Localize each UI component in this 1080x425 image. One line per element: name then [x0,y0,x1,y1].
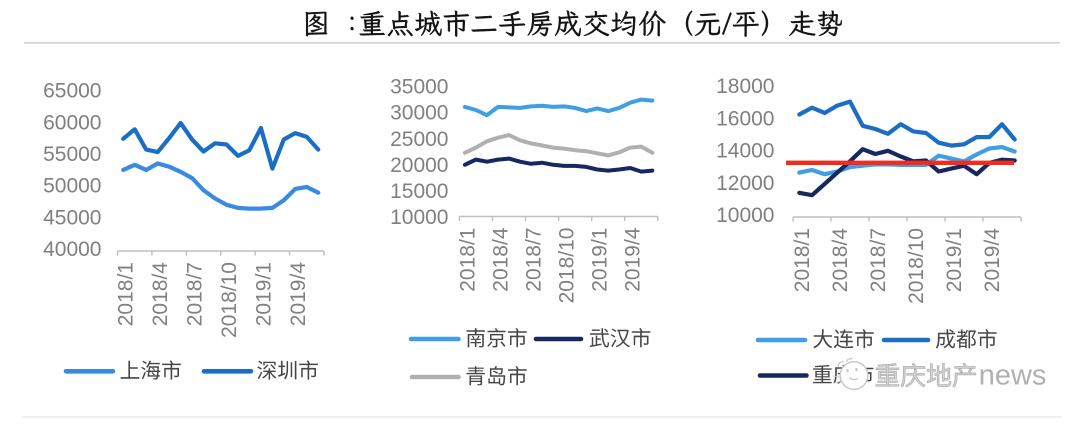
svg-text:25000: 25000 [390,128,448,151]
svg-text:2019/4: 2019/4 [622,227,645,292]
svg-text:2019/4: 2019/4 [287,262,310,327]
svg-text:35000: 35000 [390,76,448,99]
svg-text:40000: 40000 [43,238,101,261]
svg-text:2018/7: 2018/7 [184,262,207,326]
svg-text:2018/7: 2018/7 [523,228,546,292]
svg-text:30000: 30000 [390,102,448,125]
svg-text:14000: 14000 [716,140,774,163]
svg-text:18000: 18000 [716,75,774,98]
svg-text:2018/10: 2018/10 [556,228,579,304]
svg-text:2018/4: 2018/4 [490,227,513,292]
svg-text:2018/1: 2018/1 [791,228,814,292]
svg-text:16000: 16000 [716,107,774,130]
svg-text:2019/4: 2019/4 [981,228,1004,293]
svg-text:60000: 60000 [43,111,101,134]
svg-text:2018/10: 2018/10 [905,228,928,304]
svg-text:45000: 45000 [43,206,101,229]
svg-text:news: news [979,360,1047,392]
svg-text:55000: 55000 [43,143,101,166]
svg-text:2018/1: 2018/1 [115,262,138,326]
svg-text:2018/4: 2018/4 [149,262,172,327]
svg-text:2019/1: 2019/1 [943,228,966,292]
svg-text:10000: 10000 [716,204,774,227]
svg-text:2018/1: 2018/1 [456,228,479,292]
svg-text:2019/1: 2019/1 [252,262,275,326]
svg-text:2018/10: 2018/10 [218,262,241,338]
svg-text:12000: 12000 [716,172,774,195]
svg-text:2018/4: 2018/4 [829,228,852,293]
svg-text:2019/1: 2019/1 [589,228,612,292]
svg-text:15000: 15000 [390,180,448,203]
svg-text:20000: 20000 [390,154,448,177]
svg-text:2018/7: 2018/7 [867,228,890,292]
svg-text:65000: 65000 [43,80,101,103]
svg-text:50000: 50000 [43,175,101,198]
svg-text:10000: 10000 [390,206,448,229]
